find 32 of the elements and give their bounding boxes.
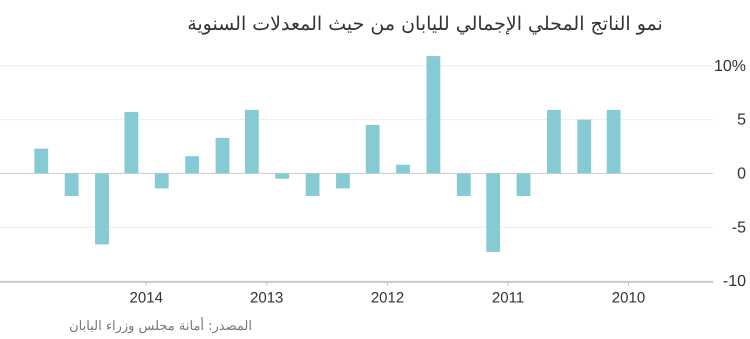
bar bbox=[124, 112, 138, 174]
y-tick-label: 5 bbox=[737, 112, 746, 129]
bar bbox=[306, 173, 320, 196]
bar bbox=[95, 173, 109, 244]
bar bbox=[244, 110, 259, 174]
x-tick-label: 2011 bbox=[492, 290, 524, 307]
bar bbox=[366, 124, 380, 174]
bar bbox=[606, 110, 621, 174]
bar bbox=[396, 164, 410, 174]
bar bbox=[456, 173, 471, 196]
bar bbox=[426, 56, 440, 174]
bar bbox=[185, 156, 200, 174]
text: المصدر: أمانة مجلس وزراء اليابان bbox=[69, 317, 252, 334]
y-tick-label: -10 bbox=[722, 273, 746, 290]
x-tick-label: 2013 bbox=[250, 290, 284, 307]
bar bbox=[216, 138, 230, 174]
bar bbox=[64, 173, 79, 196]
bar bbox=[516, 173, 530, 196]
x-tick-label: 2014 bbox=[130, 290, 163, 307]
y-tick-label: -5 bbox=[732, 219, 746, 236]
bar bbox=[546, 110, 561, 174]
y-tick-label: 10% bbox=[714, 58, 746, 75]
x-tick-label: 2012 bbox=[370, 290, 404, 307]
bar bbox=[577, 120, 592, 174]
chart-title: نمو الناتج المحلي الإجمالي لليابان من حيث المعدلات السنوية bbox=[187, 13, 663, 35]
bar bbox=[275, 173, 290, 179]
y-tick-label: 0 bbox=[737, 166, 746, 182]
bar bbox=[336, 173, 350, 188]
bar bbox=[34, 148, 48, 174]
bar bbox=[154, 173, 169, 188]
bar bbox=[486, 173, 500, 252]
x-tick-label: 2010 bbox=[612, 290, 646, 307]
